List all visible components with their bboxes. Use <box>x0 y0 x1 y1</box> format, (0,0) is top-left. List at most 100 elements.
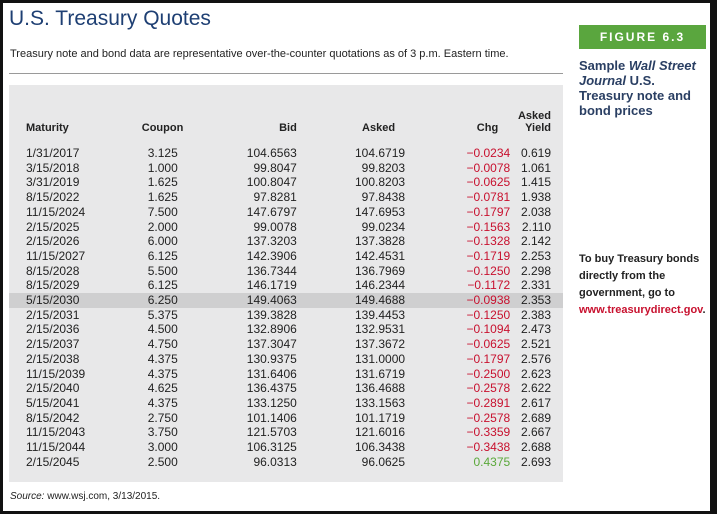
table-cell: −0.0234 <box>466 146 511 160</box>
table-cell: −0.1719 <box>466 248 511 263</box>
table-row: 8/15/2029 6.125 146.1719 146.2344 −0.1172 2.3… <box>9 278 563 293</box>
table-cell: −0.0625 <box>466 175 511 190</box>
side-note: To buy Treasury bonds directly from the … <box>579 251 706 319</box>
table-cell: 149.4688 <box>296 293 406 308</box>
table-cell: 132.9531 <box>354 322 406 337</box>
table-row: 2/15/2026 6.000 137.3203 137.3828 −0.1328 2.1… <box>9 234 563 249</box>
header-row: Maturity Coupon Bid Asked Chg Asked Yield <box>9 95 563 140</box>
subtitle: Treasury note and bond data are represen… <box>10 48 509 60</box>
table-cell: 2/15/2037 <box>26 337 80 352</box>
rule <box>9 73 563 74</box>
table-cell: 2.623 <box>520 366 551 381</box>
table-cell: 2.353 <box>510 293 563 308</box>
table-cell: −0.3359 <box>466 425 511 440</box>
table-cell: 101.1406 <box>246 410 297 425</box>
table-cell: −0.1094 <box>466 322 511 337</box>
table-row: 2/15/2045 2.500 96.0313 96.0625 0.4375 2.693 <box>9 455 563 470</box>
table-cell: 2/15/2045 <box>26 454 80 469</box>
table-cell: 6.125 <box>147 278 178 293</box>
table-cell: 2.689 <box>520 410 551 425</box>
column-header: Maturity <box>26 122 69 134</box>
table-cell: 137.3672 <box>354 337 406 352</box>
table-cell: 1.938 <box>520 190 551 205</box>
table-row: 5/15/2030 6.250 149.4063 149.4688 −0.0938 2.3… <box>9 293 563 308</box>
table-cell: 139.4453 <box>354 307 406 322</box>
table-cell: 2.750 <box>147 410 178 425</box>
quotes-table: Maturity Coupon Bid Asked Chg Asked Yield 1/3… <box>9 95 563 469</box>
column-header: Asked <box>362 122 396 134</box>
table-cell: −0.1250 <box>466 263 511 278</box>
table-cell: 2.142 <box>520 234 551 249</box>
table-cell: 142.3906 <box>246 248 297 263</box>
table-cell: 136.4688 <box>354 381 406 396</box>
table-cell: 7.500 <box>147 204 178 219</box>
table-cell: 101.1719 <box>354 410 406 425</box>
table-cell: 2.383 <box>520 307 551 322</box>
table-cell: 149.4063 <box>207 293 297 308</box>
table-cell: 139.3828 <box>246 307 297 322</box>
table-cell: 1.061 <box>520 160 551 175</box>
column-header: Chg <box>476 122 499 134</box>
table-cell: 99.0078 <box>253 219 297 234</box>
table-cell: 106.3438 <box>354 440 406 455</box>
table-cell: 8/15/2022 <box>26 190 80 205</box>
table-cell: −0.1172 <box>467 278 511 293</box>
table-cell: 5.500 <box>147 263 178 278</box>
table-cell: 6.250 <box>125 293 208 308</box>
table-cell: 3.000 <box>147 440 178 455</box>
table-panel: Maturity Coupon Bid Asked Chg Asked Yield 1/3… <box>9 85 563 482</box>
table-cell: 133.1563 <box>354 395 406 410</box>
source: Source: www.wsj.com, 3/13/2015. <box>10 491 160 502</box>
table-cell: 99.8047 <box>253 160 297 175</box>
table-cell: 131.6719 <box>354 366 406 381</box>
source-text: www.wsj.com, 3/13/2015. <box>44 491 161 502</box>
table-row: 8/15/2022 1.625 97.8281 97.8438 −0.0781 1.938 <box>9 190 563 205</box>
table-cell: 121.5703 <box>246 425 297 440</box>
table-cell: 2.331 <box>520 278 551 293</box>
table-cell: 11/15/2027 <box>26 248 86 263</box>
table-cell: 104.6563 <box>246 146 297 160</box>
table-cell: 2.110 <box>521 219 551 234</box>
table-cell: −0.3438 <box>466 440 511 455</box>
table-cell: 136.7969 <box>354 263 406 278</box>
table-cell: 97.8438 <box>361 190 406 205</box>
table-cell: −0.1250 <box>466 307 511 322</box>
table-cell: 121.6016 <box>354 425 406 440</box>
table-cell: −0.2578 <box>466 381 511 396</box>
table-cell: 5/15/2030 <box>9 293 126 308</box>
table-cell: 2/15/2038 <box>26 351 80 366</box>
column-header: Bid <box>279 122 297 134</box>
table-row: 11/15/2024 7.500 147.6797 147.6953 −0.1797 2.… <box>9 205 563 220</box>
caption-italic: Wall Street Journal <box>579 58 696 88</box>
table-cell: 147.6953 <box>354 204 406 219</box>
table-cell: 4.375 <box>147 366 178 381</box>
table-cell: 3/31/2019 <box>26 175 80 190</box>
note-link[interactable]: www.treasurydirect.gov <box>579 304 703 316</box>
table-cell: 99.0234 <box>361 219 406 234</box>
table-cell: −0.0781 <box>466 190 511 205</box>
table-cell: 2.000 <box>147 219 178 234</box>
table-cell: 11/15/2044 <box>26 440 86 455</box>
table-cell: 136.7344 <box>246 263 297 278</box>
table-row: 11/15/2027 6.125 142.3906 142.4531 −0.1719 2.… <box>9 249 563 264</box>
table-cell: 130.9375 <box>246 351 297 366</box>
table-cell: 3.125 <box>147 146 178 160</box>
table-cell: 96.0625 <box>361 454 406 469</box>
table-cell: 11/15/2024 <box>26 204 86 219</box>
table-cell: 6.000 <box>147 234 178 249</box>
table-cell: 132.8906 <box>246 322 297 337</box>
table-cell: 2/15/2025 <box>26 219 80 234</box>
table-cell: 2.253 <box>520 248 551 263</box>
table-cell: 2/15/2031 <box>26 307 80 322</box>
table-row: 3/15/2018 1.000 99.8047 99.8203 −0.0078 1.061 <box>9 161 563 176</box>
table-cell: 2.298 <box>520 263 551 278</box>
table-row: 2/15/2025 2.000 99.0078 99.0234 −0.1563 2.110 <box>9 220 563 235</box>
table-cell: 8/15/2028 <box>26 263 80 278</box>
table-cell: 1.000 <box>147 160 178 175</box>
table-cell: 2.473 <box>520 322 551 337</box>
table-cell: −0.1797 <box>466 351 511 366</box>
column-header: Coupon <box>141 122 184 134</box>
table-cell: 1.625 <box>147 175 178 190</box>
note-text: . <box>702 304 706 316</box>
